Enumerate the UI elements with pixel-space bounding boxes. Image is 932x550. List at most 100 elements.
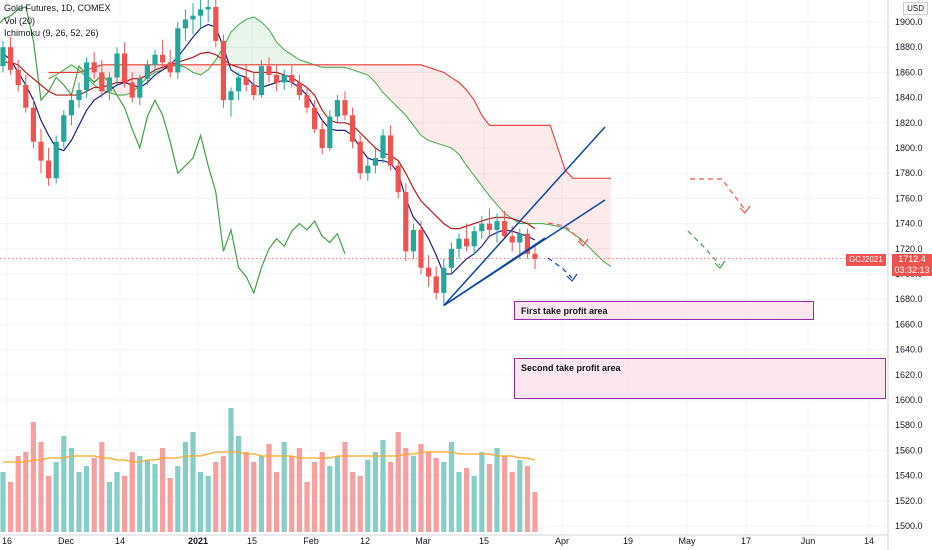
volume-bar [448,442,454,532]
volume-bar [182,442,188,532]
ichimoku-cloud-segment [291,54,300,65]
candle-body [426,267,432,277]
volume-bar [23,452,29,532]
candle-body [266,66,272,75]
candle-body [243,77,249,85]
candle-body [137,78,143,98]
volume-bar [494,448,500,532]
volume-bar [350,472,356,532]
volume-bar [68,448,74,532]
volume-bar [220,456,226,532]
ichimoku-cloud-segment [200,64,209,75]
volume-bar [433,458,439,532]
candle-body [198,9,204,16]
volume-bar [205,476,211,532]
ichimoku-cloud-segment [413,64,421,136]
volume-bar [175,466,181,532]
ichimoku-cloud-segment [451,77,459,155]
volume-bar [524,466,530,532]
time-tick-label: 15 [479,536,489,546]
second-take-profit-box[interactable]: Second take profit area [514,358,886,399]
volume-bar [84,466,90,532]
chart-title: Gold Futures, 1D, COMEX [4,3,111,13]
price-tick-label: 1900.0 [895,17,923,27]
ichimoku-cloud-segment [238,19,247,65]
volume-bar [61,436,67,532]
candle-body [99,72,105,92]
price-tick-label: 1500.0 [895,521,923,531]
candle-body [46,160,52,179]
candle-body [304,95,310,108]
candle-body [167,62,173,73]
volume-bar [0,472,6,532]
volume-bar [502,456,508,532]
candle-body [395,165,401,193]
price-tick-label: 1620.0 [895,370,923,380]
volume-bar [30,422,36,532]
volume-bar [152,464,158,532]
candle-body [517,233,523,243]
candle-body [228,91,234,101]
volume-bar [91,458,97,532]
ichimoku-cloud-segment [573,178,581,239]
first-take-profit-box[interactable]: First take profit area [514,301,814,320]
volume-indicator-label[interactable]: Vol (20) [4,16,36,26]
ichimoku-cloud-segment [269,29,277,65]
ichimoku-cloud-segment [337,64,345,68]
volume-bar [167,478,173,532]
volume-bar [144,460,150,532]
volume-bar [76,472,82,532]
price-tick-label: 1580.0 [895,420,923,430]
ichimoku-cloud-segment [390,64,399,108]
ichimoku-cloud-segment [603,178,611,267]
volume-bar [479,452,485,532]
time-tick-label: 12 [360,536,370,546]
candle-body [152,54,158,65]
volume-bar [403,448,409,532]
time-tick-label: 15 [247,536,257,546]
candle-body [418,229,424,268]
candle-body [274,74,280,83]
volume-bar [274,472,280,532]
candle-body [144,64,150,79]
candle-body [441,267,447,293]
price-tick-label: 1840.0 [895,93,923,103]
ichimoku-cloud-segment [246,16,254,65]
volume-bar [441,462,447,532]
candle-body [342,100,348,116]
currency-label[interactable]: USD [903,2,928,15]
ichimoku-cloud-segment [557,148,566,229]
price-tick-label: 1660.0 [895,319,923,329]
trend-line-low [443,237,546,307]
candle-body [114,53,120,78]
volume-bar [334,456,340,532]
volume-bar [15,456,21,532]
candle-body [91,62,97,73]
candle-body [160,54,166,63]
projection-arrow-blue [547,257,573,279]
ichimoku-indicator-label[interactable]: Ichimoku (9, 26, 52, 26) [4,28,99,38]
time-tick-label: 14 [115,536,125,546]
candle-body [281,74,287,83]
volume-bar [532,492,538,532]
price-tick-label: 1860.0 [895,67,923,77]
volume-bar [388,462,394,532]
volume-bar [106,482,112,532]
price-tick-label: 1680.0 [895,294,923,304]
candle-body [220,40,226,101]
ichimoku-cloud-segment [261,22,269,65]
time-tick-label: May [678,536,696,546]
volume-bar [357,476,363,532]
volume-bar [365,460,371,532]
time-tick-label: Mar [415,536,431,546]
candle-body [388,135,394,166]
candle-body [190,15,196,20]
ichimoku-cloud-segment [367,64,376,83]
volume-bar [160,448,166,532]
projection-arrow-red-far-head [739,205,751,214]
volume-bar [236,436,242,532]
candle-body [471,231,477,247]
candle-body [350,115,356,142]
candle-body [296,82,302,96]
